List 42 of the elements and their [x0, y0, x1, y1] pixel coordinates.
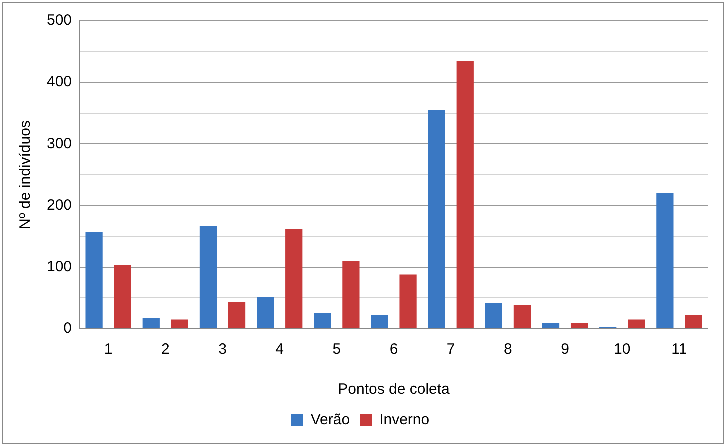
x-tick-label: 1	[104, 341, 113, 358]
bar	[371, 315, 388, 328]
bar	[685, 315, 702, 328]
bar	[428, 110, 446, 328]
bar	[200, 226, 218, 328]
x-axis-title: Pontos de coleta	[338, 381, 451, 398]
x-tick-label: 2	[161, 341, 170, 358]
bar	[342, 261, 360, 328]
bar	[656, 193, 674, 328]
bar	[114, 266, 132, 328]
x-tick-label: 6	[390, 341, 398, 358]
x-tick-label: 5	[332, 341, 342, 358]
bar	[171, 320, 188, 328]
bar	[570, 323, 588, 328]
legend-label: Inverno	[380, 412, 430, 429]
bar	[142, 318, 160, 328]
x-tick-label: 11	[672, 341, 688, 358]
bar	[485, 303, 502, 328]
x-tick-label: 3	[218, 341, 227, 358]
bar	[86, 232, 103, 328]
y-tick-label: 400	[46, 74, 72, 91]
x-tick-label: 10	[614, 341, 631, 358]
y-tick-label: 300	[46, 135, 72, 152]
y-tick-label: 500	[46, 12, 72, 30]
bar	[400, 274, 417, 328]
y-tick-label: 0	[64, 320, 72, 338]
bar	[628, 320, 646, 328]
bar	[228, 302, 246, 328]
bar	[257, 296, 274, 328]
bar	[514, 304, 532, 328]
legend-label: Verão	[310, 412, 350, 429]
bar	[314, 312, 332, 328]
x-tick-label: 8	[504, 341, 512, 358]
bar	[286, 229, 303, 328]
x-tick-label: 9	[561, 341, 570, 358]
y-tick-label: 100	[46, 258, 72, 276]
y-tick-label: 200	[46, 196, 72, 214]
y-axis-title: Nº de indivíduos	[17, 120, 34, 230]
bar	[542, 323, 560, 328]
bar	[456, 61, 474, 328]
x-tick-label: 7	[446, 341, 456, 358]
x-tick-label: 4	[276, 341, 284, 358]
